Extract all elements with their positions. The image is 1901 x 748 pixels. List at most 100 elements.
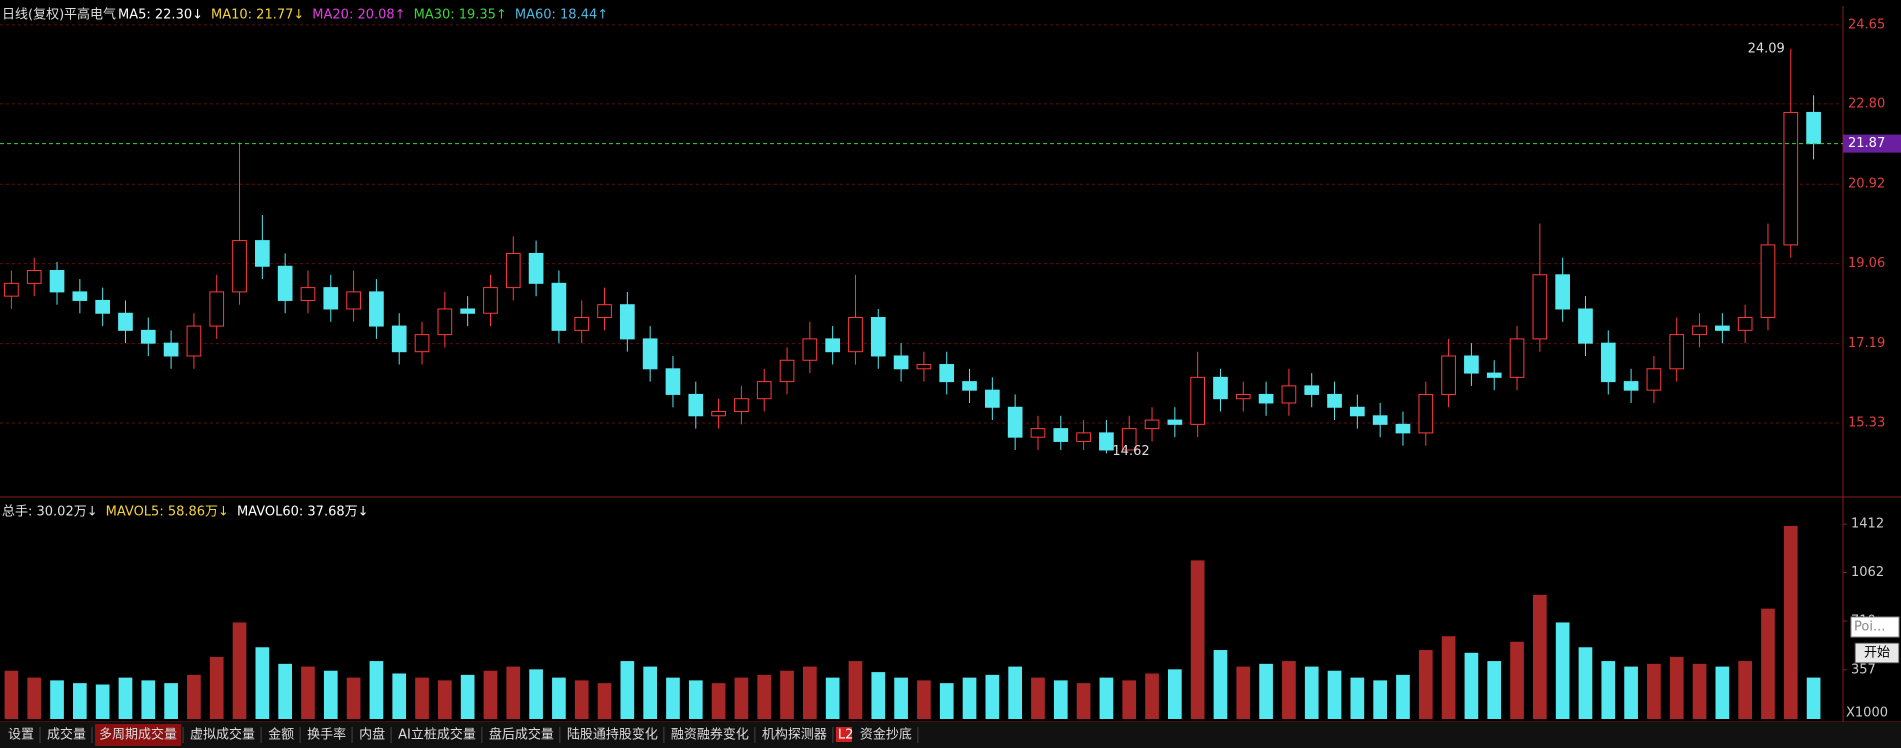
candle-body bbox=[277, 265, 293, 301]
volume-bar bbox=[1350, 677, 1365, 719]
volume-bar bbox=[438, 680, 452, 719]
volume-bar bbox=[688, 680, 703, 719]
volume-bar bbox=[825, 677, 840, 719]
volume-bar bbox=[278, 663, 292, 719]
candle-body bbox=[1600, 342, 1616, 383]
volume-bar bbox=[1190, 560, 1205, 719]
volume-bar bbox=[1761, 608, 1775, 719]
tab[interactable]: 多周期成交量 bbox=[99, 727, 177, 743]
candle-body bbox=[688, 393, 704, 417]
tab[interactable]: 陆股通持股变化 bbox=[567, 727, 658, 743]
volume-bar bbox=[962, 677, 977, 719]
candle-body bbox=[1760, 244, 1776, 319]
candle-body bbox=[1806, 111, 1821, 145]
volume-bar bbox=[1259, 663, 1273, 719]
candle-body bbox=[163, 342, 179, 357]
candle-body bbox=[711, 411, 726, 417]
volume-bar bbox=[666, 677, 680, 719]
tab[interactable]: 资金抄底 bbox=[860, 727, 912, 743]
candle-body bbox=[49, 270, 65, 293]
y-tick-label: 22.80 bbox=[1848, 96, 1885, 111]
candle-body bbox=[893, 355, 909, 370]
candle-body bbox=[118, 312, 133, 331]
candle-body bbox=[255, 240, 270, 267]
candle-body bbox=[323, 287, 339, 310]
volume-bar bbox=[1213, 650, 1228, 719]
tab[interactable]: AI立桩成交量 bbox=[398, 727, 476, 743]
volume-bar bbox=[1715, 666, 1730, 719]
candle-body bbox=[1350, 406, 1365, 417]
tab[interactable]: 内盘 bbox=[359, 727, 385, 743]
tab[interactable]: 融资融券变化 bbox=[671, 727, 749, 743]
volume-bar bbox=[1692, 663, 1707, 719]
popup-button[interactable] bbox=[1854, 642, 1900, 664]
volume-bar bbox=[73, 683, 87, 719]
stock-name: 平高电气 bbox=[64, 7, 116, 23]
legend-entry: MA30: 19.35↑ bbox=[414, 8, 507, 23]
tab[interactable]: 设置 bbox=[8, 728, 34, 743]
popup-button-text[interactable]: 开始 bbox=[1864, 646, 1890, 661]
candle-body bbox=[4, 282, 19, 297]
unit-label: X1000 bbox=[1846, 706, 1888, 721]
candle-body bbox=[802, 338, 818, 361]
volume-bar bbox=[848, 661, 863, 719]
volume-bar bbox=[1624, 666, 1638, 719]
popup-input-text[interactable]: Poi... bbox=[1854, 620, 1885, 635]
popup-input[interactable] bbox=[1850, 616, 1900, 638]
tab[interactable]: 虚拟成交量 bbox=[190, 727, 255, 743]
y-tick-label: 357 bbox=[1851, 662, 1876, 677]
volume-bar bbox=[1669, 656, 1684, 719]
y-tick-label: 1412 bbox=[1851, 517, 1884, 532]
candle-body bbox=[962, 381, 977, 391]
volume-bar bbox=[1783, 525, 1798, 719]
candle-body bbox=[1646, 368, 1662, 391]
candle-body bbox=[1030, 428, 1046, 438]
candle-body bbox=[1304, 385, 1320, 395]
volume-bar bbox=[4, 670, 19, 719]
candle-body bbox=[1007, 406, 1023, 438]
volume-bar bbox=[803, 666, 817, 719]
volume-bar bbox=[939, 683, 954, 719]
volume-bar bbox=[734, 677, 749, 719]
legend-entry: MA10: 21.77↓ bbox=[211, 8, 304, 23]
tab[interactable]: 盘后成交量 bbox=[489, 727, 554, 743]
candle-body bbox=[779, 359, 795, 383]
tab[interactable]: 金额 bbox=[268, 727, 294, 743]
volume-bar bbox=[529, 669, 543, 719]
volume-bar bbox=[301, 666, 315, 719]
volume-bar bbox=[643, 666, 657, 719]
candle-body bbox=[1578, 308, 1593, 344]
last-price-box bbox=[1843, 134, 1901, 153]
badge: L2 bbox=[838, 728, 854, 743]
volume-bar bbox=[1304, 666, 1319, 719]
legend-entry: MA20: 20.08↑ bbox=[312, 8, 405, 23]
volume-bar bbox=[1145, 673, 1159, 719]
volume-bar bbox=[369, 661, 384, 719]
volume-bar bbox=[118, 677, 133, 719]
candle-body bbox=[1235, 393, 1251, 400]
period: 日线(复权) bbox=[2, 7, 64, 23]
volume-bar bbox=[27, 677, 42, 719]
volume-bar bbox=[711, 683, 726, 719]
volume-bar bbox=[483, 670, 498, 719]
candle-body bbox=[1737, 317, 1753, 331]
y-tick-label: 19.06 bbox=[1848, 256, 1885, 271]
candle-body bbox=[848, 317, 863, 353]
candle-body bbox=[734, 398, 749, 413]
candle-body bbox=[1213, 376, 1228, 400]
volume-bar bbox=[597, 683, 612, 719]
volume-bar bbox=[1053, 680, 1068, 719]
candle-body bbox=[1076, 432, 1091, 442]
tab[interactable]: 成交量 bbox=[47, 727, 86, 743]
volume-bar bbox=[164, 683, 178, 719]
candle-body bbox=[1509, 338, 1525, 378]
candle-body bbox=[72, 291, 88, 301]
tab[interactable]: 换手率 bbox=[307, 727, 346, 743]
volume-bar bbox=[1396, 674, 1410, 719]
candle-body bbox=[505, 252, 521, 289]
tab[interactable]: 机构探测器 bbox=[762, 728, 827, 743]
candle-body bbox=[1486, 372, 1502, 378]
volume-bar bbox=[1168, 669, 1182, 719]
